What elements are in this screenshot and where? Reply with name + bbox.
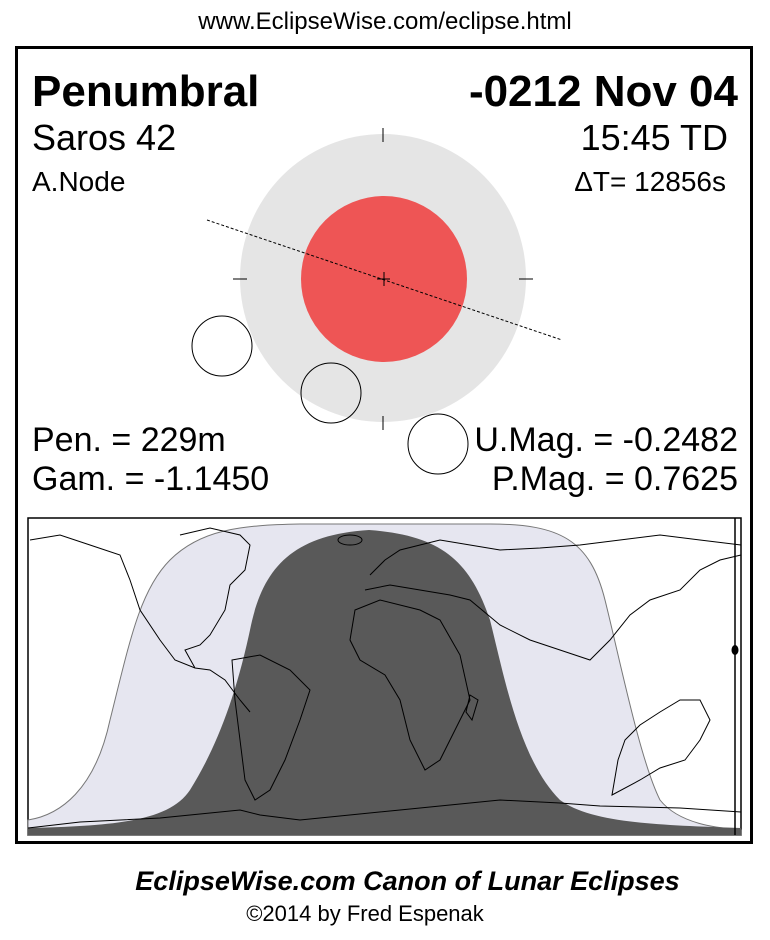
- moon-greatest: [300, 362, 362, 424]
- moon-path-line: [206, 219, 563, 341]
- moon-p1: [191, 315, 253, 377]
- subsolar-point-marker: [731, 645, 739, 655]
- node-label: A.Node: [32, 166, 126, 197]
- coastlines: [27, 527, 742, 829]
- gamma-value: Gam. = -1.1450: [32, 460, 270, 498]
- eclipse-type: Penumbral: [32, 67, 260, 116]
- footer-copyright: ©2014 by Fred Espenak: [246, 901, 484, 926]
- eclipse-date: -0212 Nov 04: [468, 67, 738, 116]
- footer-title: EclipseWise.com Canon of Lunar Eclipses: [135, 866, 680, 896]
- penumbral-duration: Pen. = 229m: [32, 421, 226, 459]
- crosshair-ticks: [233, 128, 533, 430]
- source-url: www.EclipseWise.com/eclipse.html: [198, 8, 572, 35]
- visibility-map: [27, 517, 742, 836]
- moon-positions: [191, 315, 469, 475]
- figure-frame: [15, 46, 753, 844]
- saros-number: Saros 42: [32, 117, 177, 158]
- delta-t: ΔT= 12856s: [574, 166, 726, 197]
- eclipse-time: 15:45 TD: [580, 117, 728, 158]
- umbral-visible-zone: [28, 530, 741, 835]
- penumbral-magnitude: P.Mag. = 0.7625: [491, 460, 738, 498]
- umbral-magnitude: U.Mag. = -0.2482: [474, 421, 738, 459]
- moon-p4: [407, 413, 469, 475]
